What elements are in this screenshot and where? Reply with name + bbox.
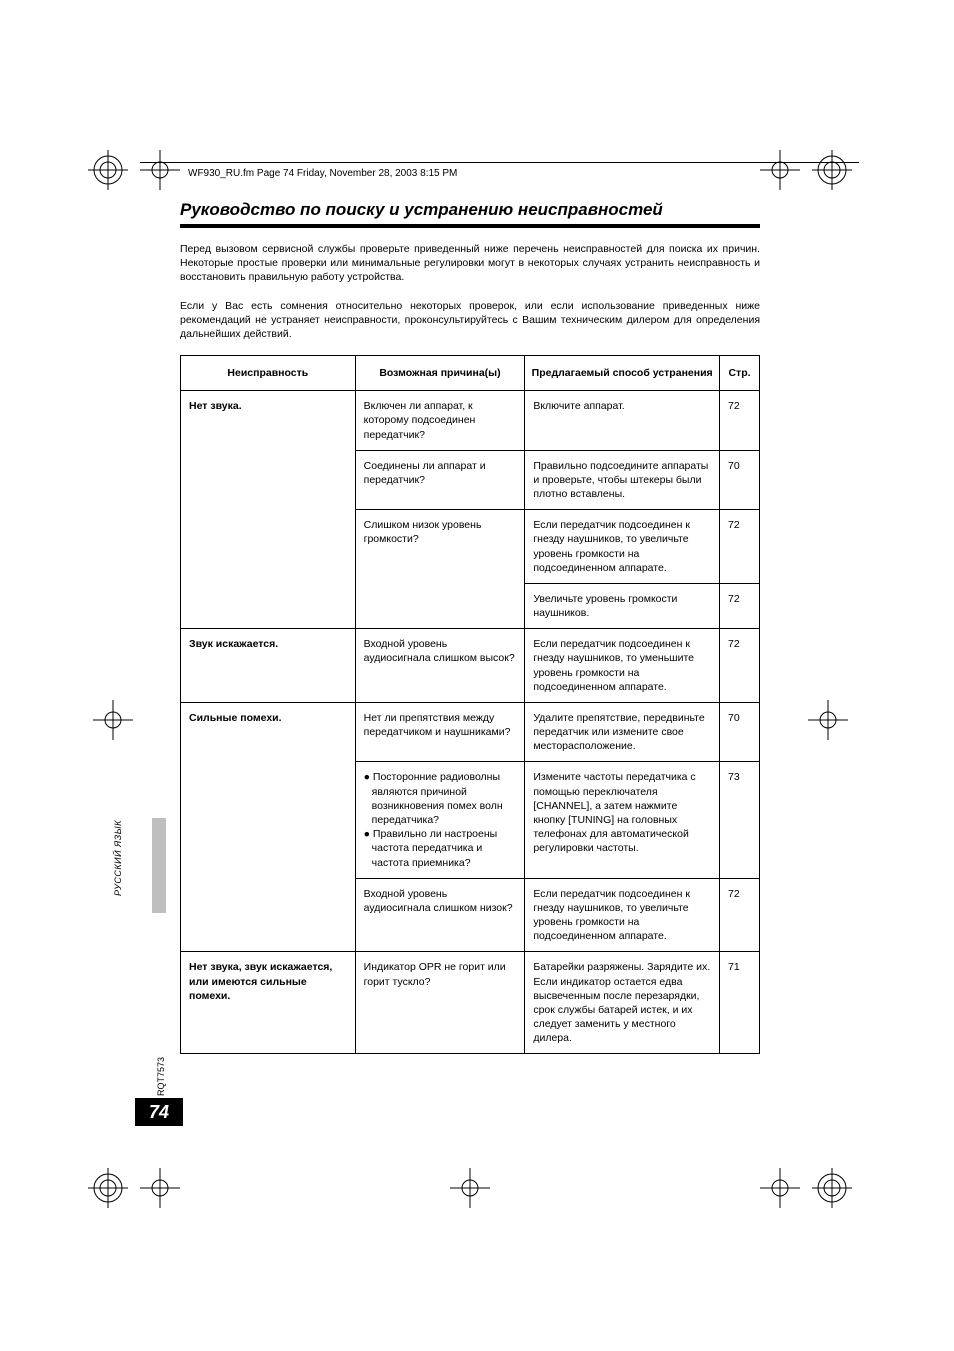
cell-cause: Нет ли препятствия между передатчиком и … bbox=[355, 702, 525, 762]
cell-remedy: Если передатчик подсоединен к гнезду нау… bbox=[525, 878, 720, 952]
troubleshooting-table: Неисправность Возможная причина(ы) Предл… bbox=[180, 355, 760, 1054]
cell-remedy: Удалите препятствие, передвиньте передат… bbox=[525, 702, 720, 762]
cell-cause: Индикатор OPR не горит или горит тускло? bbox=[355, 952, 525, 1054]
cell-cause: Слишком низок уровень громкости? bbox=[355, 510, 525, 629]
cell-cause: Входной уровень аудиосигнала слишком низ… bbox=[355, 878, 525, 952]
reg-mark-br bbox=[812, 1168, 852, 1208]
cell-page: 70 bbox=[720, 702, 760, 762]
cell-problem: Сильные помехи. bbox=[181, 702, 356, 951]
cause-bullet: Посторонние радиоволны являются причиной… bbox=[364, 770, 517, 827]
crosshair-tl bbox=[140, 150, 180, 190]
page-title: Руководство по поиску и устранению неисп… bbox=[180, 200, 760, 220]
table-header-row: Неисправность Возможная причина(ы) Предл… bbox=[181, 356, 760, 391]
cell-remedy: Правильно подсоедините аппараты и провер… bbox=[525, 450, 720, 510]
document-code: RQT7573 bbox=[156, 1057, 166, 1096]
cell-cause: Соединены ли аппарат и передатчик? bbox=[355, 450, 525, 510]
intro-paragraph-1: Перед вызовом сервисной службы проверьте… bbox=[180, 242, 760, 285]
header-filename: WF930_RU.fm Page 74 Friday, November 28,… bbox=[188, 168, 457, 179]
cell-cause: Включен ли аппарат, к которому подсоедин… bbox=[355, 391, 525, 451]
cell-page: 72 bbox=[720, 391, 760, 451]
cell-remedy: Измените частоты передатчика с помощью п… bbox=[525, 762, 720, 878]
language-tab: РУССКИЙ ЯЗЫК bbox=[152, 818, 166, 913]
table-row: Звук искажается.Входной уровень аудиосиг… bbox=[181, 629, 760, 703]
reg-mark-tl bbox=[88, 150, 128, 190]
crosshair-bc bbox=[450, 1168, 490, 1208]
reg-mark-tr bbox=[812, 150, 852, 190]
col-problem: Неисправность bbox=[181, 356, 356, 391]
cell-problem: Нет звука, звук искажается, или имеются … bbox=[181, 952, 356, 1054]
crosshair-ml bbox=[93, 700, 133, 740]
crosshair-br bbox=[760, 1168, 800, 1208]
cell-remedy: Увеличьте уровень громкости наушников. bbox=[525, 583, 720, 628]
cell-page: 72 bbox=[720, 878, 760, 952]
cell-cause: Посторонние радиоволны являются причиной… bbox=[355, 762, 525, 878]
col-page: Стр. bbox=[720, 356, 760, 391]
page-content: Руководство по поиску и устранению неисп… bbox=[180, 200, 760, 1054]
cell-page: 73 bbox=[720, 762, 760, 878]
cell-cause: Входной уровень аудиосигнала слишком выс… bbox=[355, 629, 525, 703]
table-row: Сильные помехи.Нет ли препятствия между … bbox=[181, 702, 760, 762]
cell-page: 71 bbox=[720, 952, 760, 1054]
table-row: Нет звука.Включен ли аппарат, к которому… bbox=[181, 391, 760, 451]
cell-page: 70 bbox=[720, 450, 760, 510]
cell-problem: Нет звука. bbox=[181, 391, 356, 629]
cell-page: 72 bbox=[720, 583, 760, 628]
crosshair-tr bbox=[760, 150, 800, 190]
title-underline bbox=[180, 224, 760, 228]
language-tab-label: РУССКИЙ ЯЗЫК bbox=[113, 882, 123, 896]
intro-paragraph-2: Если у Вас есть сомнения относительно не… bbox=[180, 299, 760, 342]
reg-mark-bl bbox=[88, 1168, 128, 1208]
cell-remedy: Включите аппарат. bbox=[525, 391, 720, 451]
cell-problem: Звук искажается. bbox=[181, 629, 356, 703]
crosshair-bl bbox=[140, 1168, 180, 1208]
cell-remedy: Батарейки разряжены. Зарядите их. Если и… bbox=[525, 952, 720, 1054]
cell-remedy: Если передатчик подсоединен к гнезду нау… bbox=[525, 510, 720, 584]
table-row: Нет звука, звук искажается, или имеются … bbox=[181, 952, 760, 1054]
col-remedy: Предлагаемый способ устранения bbox=[525, 356, 720, 391]
cell-page: 72 bbox=[720, 510, 760, 584]
page-number: 74 bbox=[135, 1098, 183, 1126]
crosshair-mr bbox=[808, 700, 848, 740]
cell-remedy: Если передатчик подсоединен к гнезду нау… bbox=[525, 629, 720, 703]
header-rule bbox=[140, 162, 859, 163]
cell-page: 72 bbox=[720, 629, 760, 703]
cause-bullet: Правильно ли настроены частота передатчи… bbox=[364, 827, 517, 870]
col-cause: Возможная причина(ы) bbox=[355, 356, 525, 391]
